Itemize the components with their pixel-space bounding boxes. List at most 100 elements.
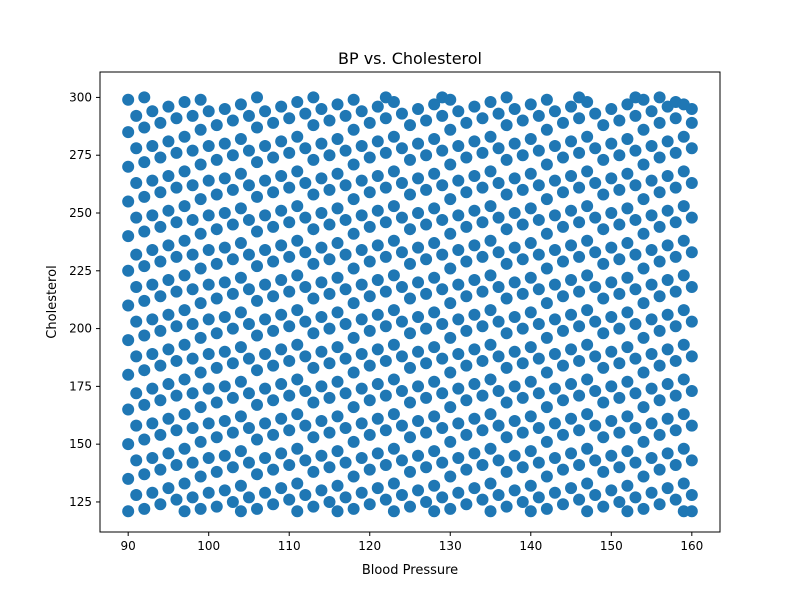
data-point: [323, 183, 336, 196]
data-point: [170, 493, 183, 506]
data-point: [122, 230, 135, 243]
data-point: [412, 207, 425, 220]
data-point: [492, 280, 505, 293]
data-point: [653, 91, 666, 104]
data-point: [573, 354, 586, 367]
data-point: [653, 255, 666, 268]
data-point: [573, 320, 586, 333]
data-point: [323, 218, 336, 231]
data-point: [130, 419, 143, 432]
data-point: [412, 102, 425, 115]
data-point: [371, 308, 384, 321]
data-point: [178, 304, 191, 317]
data-point: [138, 502, 151, 515]
data-point: [581, 234, 594, 247]
data-point: [347, 366, 360, 379]
data-point: [412, 137, 425, 150]
data-point: [251, 329, 264, 342]
data-point: [210, 119, 223, 132]
data-point: [492, 489, 505, 502]
data-point: [548, 209, 561, 222]
data-point: [436, 248, 449, 261]
data-point: [234, 375, 247, 388]
data-point: [291, 165, 304, 178]
data-point: [605, 102, 618, 115]
data-point: [524, 133, 537, 146]
data-point: [363, 359, 376, 372]
data-point: [468, 378, 481, 391]
data-point: [122, 472, 135, 485]
data-point: [492, 350, 505, 363]
data-point: [436, 213, 449, 226]
data-point: [387, 304, 400, 317]
data-point: [420, 149, 433, 162]
data-point: [178, 373, 191, 386]
data-point: [387, 130, 400, 143]
y-axis-label: Cholesterol: [45, 265, 60, 338]
data-point: [178, 200, 191, 213]
data-point: [532, 421, 545, 434]
data-point: [122, 438, 135, 451]
data-point: [210, 223, 223, 236]
data-point: [347, 262, 360, 275]
data-point: [613, 357, 626, 370]
data-point: [218, 102, 231, 115]
data-point: [387, 234, 400, 247]
data-point: [178, 408, 191, 421]
data-point: [677, 304, 690, 317]
data-point: [226, 357, 239, 370]
data-point: [122, 195, 135, 208]
data-point: [323, 114, 336, 127]
data-point: [283, 216, 296, 229]
data-point: [162, 170, 175, 183]
data-point: [291, 373, 304, 386]
data-point: [444, 123, 457, 136]
data-point: [476, 216, 489, 229]
data-point: [138, 468, 151, 481]
data-point: [122, 299, 135, 312]
data-point: [323, 391, 336, 404]
data-point: [395, 107, 408, 120]
data-point: [299, 280, 312, 293]
data-point: [122, 264, 135, 277]
data-point: [194, 93, 207, 106]
data-point: [597, 257, 610, 270]
data-point: [363, 116, 376, 129]
data-point: [548, 174, 561, 187]
data-point: [540, 193, 553, 206]
data-point: [154, 428, 167, 441]
data-point: [267, 255, 280, 268]
data-point: [275, 482, 288, 495]
data-point: [242, 491, 255, 504]
data-point: [581, 505, 594, 518]
data-point: [565, 170, 578, 183]
data-point: [508, 137, 521, 150]
data-point: [629, 283, 642, 296]
data-point: [508, 380, 521, 393]
data-point: [355, 382, 368, 395]
data-point: [581, 304, 594, 317]
data-point: [589, 176, 602, 189]
data-point: [677, 338, 690, 351]
data-point: [524, 375, 537, 388]
data-point: [146, 348, 159, 361]
data-point: [363, 428, 376, 441]
data-point: [428, 341, 441, 354]
data-point: [613, 426, 626, 439]
data-point: [315, 345, 328, 358]
points-layer: [122, 91, 698, 518]
data-point: [565, 378, 578, 391]
data-point: [516, 183, 529, 196]
data-point: [251, 91, 264, 104]
data-point: [621, 410, 634, 423]
data-point: [613, 218, 626, 231]
data-point: [186, 213, 199, 226]
data-point: [605, 449, 618, 462]
data-point: [283, 181, 296, 194]
data-point: [130, 489, 143, 502]
data-point: [218, 484, 231, 497]
data-point: [194, 158, 207, 171]
data-point: [460, 428, 473, 441]
data-point: [379, 354, 392, 367]
